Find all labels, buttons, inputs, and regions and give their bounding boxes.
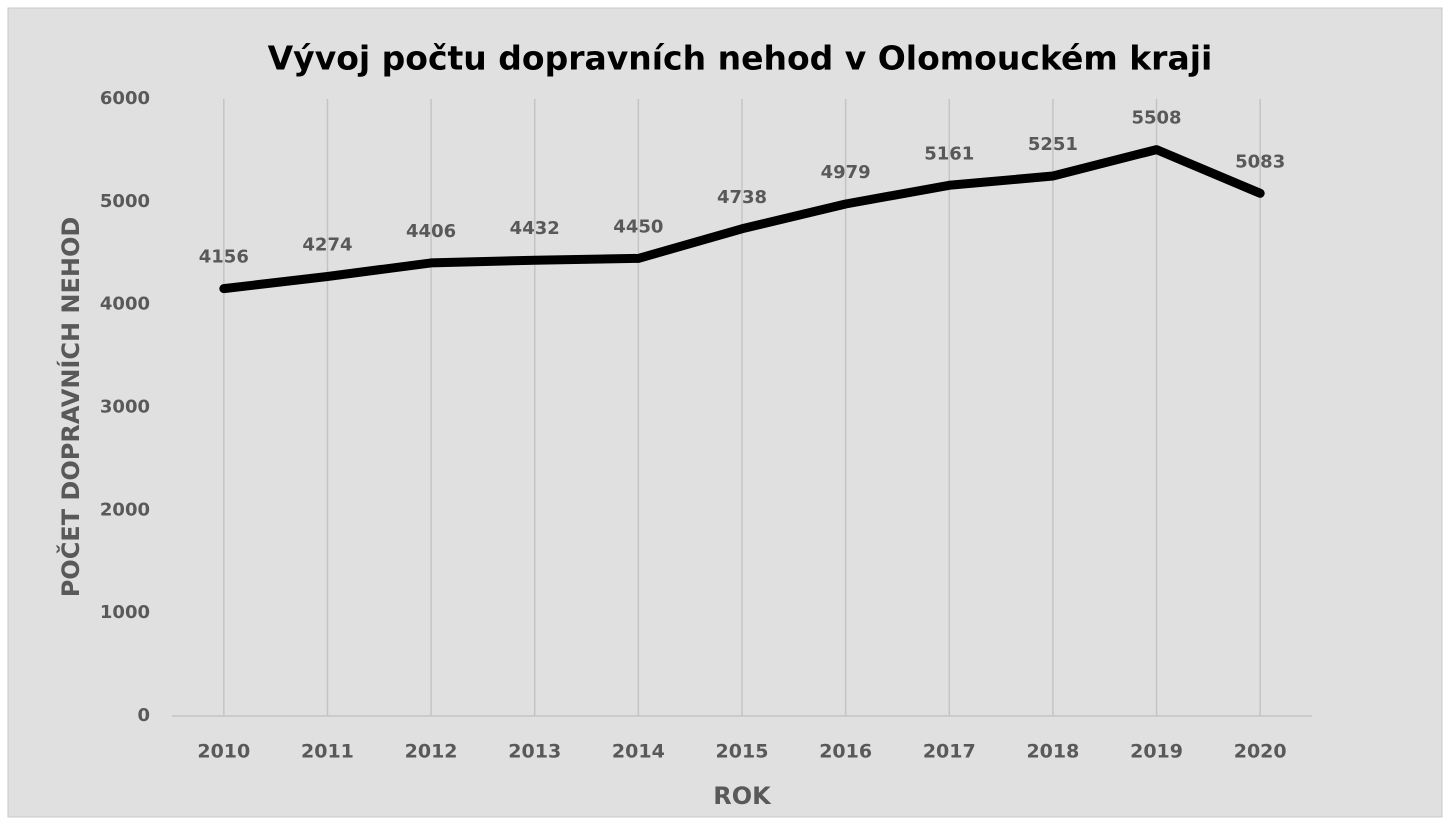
line [219,145,1265,294]
data-label: 4450 [613,216,663,237]
x-tick-label: 2013 [508,741,561,763]
data-label: 4979 [821,162,871,183]
chart-title: Vývoj počtu dopravních nehod v Olomoucké… [268,39,1213,78]
data-label: 4432 [510,218,560,239]
data-label: 4274 [302,234,352,255]
x-tick-label: 2011 [301,741,354,763]
x-axis-label: ROK [713,782,772,810]
x-tick-label: 2015 [716,741,769,763]
y-tick-label: 6000 [100,88,150,109]
x-tick-label: 2014 [612,741,665,763]
y-axis-label: POČET DOPRAVNÍCH NEHOD [55,217,85,598]
data-label: 4406 [406,221,456,242]
y-tick-label: 5000 [100,191,150,212]
x-tick-label: 2018 [1026,741,1079,763]
data-label: 4738 [717,187,767,208]
data-label: 5161 [924,143,974,164]
data-label: 5251 [1028,134,1078,155]
y-tick-label: 2000 [100,499,150,520]
data-label: 5508 [1131,108,1181,129]
x-tick-label: 2020 [1234,741,1287,763]
x-tick-label: 2012 [405,741,458,763]
y-tick-label: 1000 [100,602,150,623]
x-tick-label: 2019 [1130,741,1183,763]
x-tick-label: 2010 [197,741,250,763]
data-label: 4156 [199,247,249,268]
y-tick-label: 3000 [100,397,150,418]
x-tick-label: 2016 [819,741,872,763]
x-tick-label: 2017 [923,741,976,763]
data-label: 5083 [1235,151,1285,172]
chart-background [7,7,1443,818]
y-tick-label: 0 [137,705,150,726]
y-tick-label: 4000 [100,294,150,315]
